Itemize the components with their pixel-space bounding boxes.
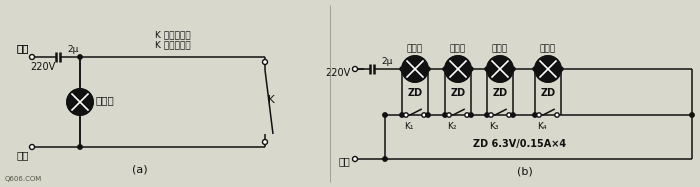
Polygon shape	[487, 69, 512, 82]
Text: 火线: 火线	[17, 43, 29, 53]
Circle shape	[537, 113, 541, 117]
Circle shape	[489, 113, 493, 117]
Polygon shape	[445, 69, 470, 82]
Polygon shape	[67, 102, 92, 115]
Polygon shape	[67, 89, 92, 102]
Circle shape	[485, 113, 489, 117]
Circle shape	[555, 113, 559, 117]
Circle shape	[353, 67, 358, 71]
Text: 220V: 220V	[30, 62, 55, 72]
Text: ZD: ZD	[450, 88, 466, 98]
Text: 地线: 地线	[17, 150, 29, 160]
Circle shape	[426, 113, 430, 117]
Text: 地线: 地线	[338, 156, 350, 166]
Circle shape	[78, 55, 82, 59]
Text: 厕所灯: 厕所灯	[492, 44, 508, 53]
Circle shape	[383, 157, 387, 161]
Circle shape	[487, 56, 513, 82]
Text: 阳台灯: 阳台灯	[407, 44, 423, 53]
Circle shape	[400, 67, 404, 71]
Text: (b): (b)	[517, 167, 533, 177]
Circle shape	[469, 113, 473, 117]
Text: ZD 6.3V/0.15A×4: ZD 6.3V/0.15A×4	[473, 139, 566, 149]
Circle shape	[533, 113, 537, 117]
Text: Q606.COM: Q606.COM	[5, 176, 42, 182]
Polygon shape	[536, 69, 561, 82]
Text: 2μ: 2μ	[381, 57, 393, 66]
Circle shape	[29, 54, 34, 59]
Circle shape	[485, 67, 489, 71]
Circle shape	[67, 89, 93, 115]
Text: ZD: ZD	[407, 88, 423, 98]
Text: (a): (a)	[132, 165, 148, 175]
Circle shape	[559, 67, 563, 71]
Circle shape	[469, 67, 473, 71]
Circle shape	[507, 113, 511, 117]
Text: K: K	[268, 95, 274, 105]
Circle shape	[443, 113, 447, 117]
Circle shape	[443, 67, 447, 71]
Circle shape	[404, 113, 408, 117]
Circle shape	[383, 113, 387, 117]
Circle shape	[447, 113, 452, 117]
Circle shape	[426, 67, 430, 71]
Circle shape	[535, 56, 561, 82]
Circle shape	[511, 113, 515, 117]
Text: K 断开灯泡亮: K 断开灯泡亮	[155, 40, 190, 49]
Text: K₁: K₁	[404, 122, 414, 131]
Circle shape	[262, 140, 267, 145]
Text: K 合上灯泡燃: K 合上灯泡燃	[155, 30, 190, 39]
Text: 过道灯: 过道灯	[540, 44, 556, 53]
Circle shape	[29, 145, 34, 149]
Text: K₄: K₄	[537, 122, 547, 131]
Circle shape	[400, 113, 404, 117]
Text: ZD: ZD	[492, 88, 508, 98]
Circle shape	[402, 56, 428, 82]
Polygon shape	[445, 56, 470, 69]
Polygon shape	[402, 56, 428, 69]
Text: K₂: K₂	[447, 122, 456, 131]
Text: K₃: K₃	[489, 122, 498, 131]
Polygon shape	[536, 56, 561, 69]
Polygon shape	[487, 56, 512, 69]
Text: 厨房灯: 厨房灯	[450, 44, 466, 53]
Circle shape	[465, 113, 469, 117]
Text: 火线: 火线	[17, 43, 29, 53]
Circle shape	[262, 59, 267, 65]
Text: 小灯泡: 小灯泡	[96, 95, 115, 105]
Circle shape	[690, 113, 694, 117]
Text: ZD: ZD	[540, 88, 556, 98]
Text: 2μ: 2μ	[67, 45, 78, 54]
Text: 220V: 220V	[325, 68, 350, 78]
Circle shape	[422, 113, 426, 117]
Circle shape	[353, 157, 358, 162]
Circle shape	[533, 67, 537, 71]
Polygon shape	[402, 69, 428, 82]
Circle shape	[78, 145, 82, 149]
Circle shape	[445, 56, 471, 82]
Circle shape	[511, 67, 515, 71]
